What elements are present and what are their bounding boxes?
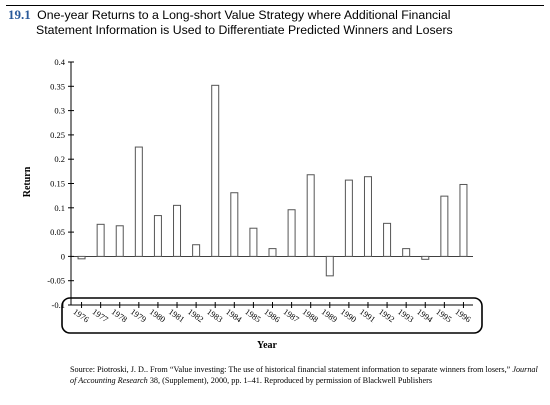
y-tick-label: 0.4	[54, 57, 65, 67]
y-tick-label: 0.25	[50, 130, 65, 140]
x-tick-label: 1981	[167, 306, 187, 324]
bar-1976	[78, 256, 85, 258]
x-tick-label: 1995	[434, 306, 454, 324]
x-tick-label: 1979	[129, 306, 149, 324]
x-tick-label: 1983	[205, 306, 225, 324]
x-tick-label: 1993	[396, 306, 416, 324]
y-axis-label: Return	[22, 166, 33, 197]
bar-1990	[345, 180, 352, 256]
bar-1986	[269, 249, 276, 257]
x-tick-label: 1990	[339, 306, 359, 324]
x-axis-label: Year	[257, 340, 278, 351]
source-note: Source: Piotroski, J. D.. From “Value in…	[70, 364, 545, 386]
bar-1982	[193, 245, 200, 257]
bar-1992	[384, 223, 391, 256]
bar-1980	[154, 216, 161, 257]
bar-1983	[212, 85, 219, 256]
bar-1978	[116, 226, 123, 257]
x-tick-label: 1987	[281, 306, 301, 324]
y-tick-label: 0.1	[54, 203, 65, 213]
bar-1984	[231, 193, 238, 257]
x-axis: 1976 1977 1978 1979 1980 1981 1982 1983 1984 1985…	[62, 298, 482, 333]
source-prefix: Source: Piotroski, J. D.. From “Value in…	[70, 365, 510, 374]
y-tick-label: 0.3	[54, 106, 65, 116]
bars	[78, 85, 467, 276]
x-tick-label: 1982	[186, 306, 206, 324]
x-tick-label: 1986	[262, 306, 282, 324]
x-tick-label: 1994	[415, 306, 435, 324]
y-tick-label: 0	[61, 251, 65, 261]
bar-1991	[364, 177, 371, 257]
source-suffix: 38, (Supplement), 2000, pp. 1–41. Reprod…	[150, 376, 432, 385]
y-tick-label: -0.05	[47, 276, 65, 286]
y-tick-label: 0.05	[50, 227, 65, 237]
bar-1989	[326, 256, 333, 275]
x-tick-label: 1977	[90, 306, 110, 324]
bar-1988	[307, 175, 314, 257]
bar-1987	[288, 210, 295, 257]
bar-1996	[460, 184, 467, 256]
y-tick-label: 0.2	[54, 154, 65, 164]
x-tick-label: 1996	[453, 306, 473, 324]
y-tick-label: 0.35	[50, 81, 65, 91]
x-tick-label: 1984	[224, 306, 244, 324]
x-tick-label: 1978	[110, 306, 130, 324]
bar-1981	[174, 205, 181, 256]
bar-1995	[441, 196, 448, 256]
bar-1977	[97, 224, 104, 256]
x-tick-label: 1989	[320, 306, 340, 324]
x-tick-label: 1992	[377, 306, 397, 324]
x-tick-label: 1991	[358, 306, 378, 324]
y-tick-label: 0.15	[50, 179, 65, 189]
bar-1985	[250, 228, 257, 256]
x-tick-label: 1980	[148, 306, 168, 324]
x-tick-label: 1976	[71, 306, 91, 324]
x-tick-label: 1985	[243, 306, 263, 324]
bar-1994	[422, 256, 429, 259]
x-tick-label: 1988	[301, 306, 321, 324]
bar-1979	[135, 147, 142, 256]
bar-1993	[403, 249, 410, 257]
